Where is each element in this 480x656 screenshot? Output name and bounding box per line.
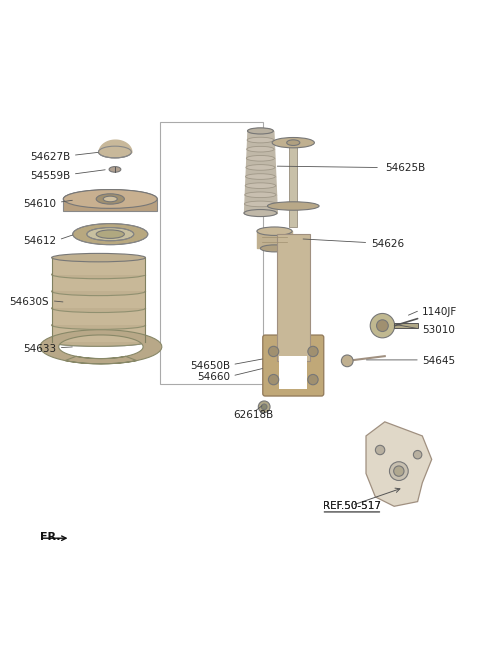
Text: 62618B: 62618B bbox=[233, 410, 274, 420]
Ellipse shape bbox=[244, 210, 277, 216]
Text: 53010: 53010 bbox=[422, 325, 455, 335]
Ellipse shape bbox=[272, 138, 314, 148]
Polygon shape bbox=[52, 274, 145, 291]
Polygon shape bbox=[63, 199, 157, 211]
Ellipse shape bbox=[268, 375, 279, 385]
Text: 54630S: 54630S bbox=[10, 297, 49, 307]
Bar bbox=[279, 356, 307, 389]
Ellipse shape bbox=[98, 146, 132, 158]
Text: 54625B: 54625B bbox=[385, 163, 425, 173]
Ellipse shape bbox=[52, 321, 145, 329]
Text: 54610: 54610 bbox=[24, 199, 56, 209]
Text: 54559B: 54559B bbox=[30, 171, 71, 180]
Ellipse shape bbox=[244, 209, 277, 216]
Ellipse shape bbox=[258, 401, 270, 413]
Ellipse shape bbox=[267, 202, 319, 210]
Ellipse shape bbox=[262, 404, 267, 409]
Ellipse shape bbox=[96, 230, 124, 238]
Ellipse shape bbox=[103, 196, 117, 202]
Ellipse shape bbox=[375, 445, 385, 455]
Text: 54660: 54660 bbox=[197, 372, 230, 382]
Ellipse shape bbox=[52, 338, 145, 346]
Text: FR.: FR. bbox=[40, 532, 60, 542]
Ellipse shape bbox=[246, 155, 275, 161]
Text: 54627B: 54627B bbox=[30, 152, 71, 162]
Text: 1140JF: 1140JF bbox=[422, 306, 457, 317]
Ellipse shape bbox=[248, 128, 273, 134]
Text: 54626: 54626 bbox=[371, 239, 404, 249]
Bar bbox=[289, 138, 298, 227]
Ellipse shape bbox=[394, 466, 404, 476]
Ellipse shape bbox=[257, 227, 292, 236]
Ellipse shape bbox=[246, 165, 275, 171]
Ellipse shape bbox=[63, 190, 157, 209]
Ellipse shape bbox=[389, 462, 408, 480]
Ellipse shape bbox=[246, 174, 276, 179]
Ellipse shape bbox=[52, 287, 145, 296]
Ellipse shape bbox=[245, 192, 276, 197]
Ellipse shape bbox=[244, 201, 276, 207]
Ellipse shape bbox=[308, 346, 318, 357]
Ellipse shape bbox=[376, 319, 388, 331]
Ellipse shape bbox=[247, 137, 274, 143]
Text: 54645: 54645 bbox=[422, 356, 456, 366]
Ellipse shape bbox=[248, 128, 273, 134]
Ellipse shape bbox=[341, 355, 353, 367]
Ellipse shape bbox=[247, 146, 274, 152]
Polygon shape bbox=[366, 422, 432, 506]
Polygon shape bbox=[52, 308, 145, 325]
Ellipse shape bbox=[52, 304, 145, 312]
Ellipse shape bbox=[308, 375, 318, 385]
Text: REF.50-517: REF.50-517 bbox=[323, 501, 381, 511]
Ellipse shape bbox=[261, 245, 288, 252]
Bar bbox=[394, 323, 418, 329]
Ellipse shape bbox=[52, 338, 145, 346]
Text: 54633: 54633 bbox=[23, 344, 56, 354]
Ellipse shape bbox=[413, 451, 422, 459]
Ellipse shape bbox=[245, 183, 276, 188]
FancyBboxPatch shape bbox=[263, 335, 324, 396]
Bar bbox=[159, 121, 263, 384]
Polygon shape bbox=[52, 258, 145, 274]
Ellipse shape bbox=[268, 346, 279, 357]
Ellipse shape bbox=[96, 194, 124, 204]
Ellipse shape bbox=[52, 270, 145, 279]
Ellipse shape bbox=[52, 253, 145, 262]
Polygon shape bbox=[52, 291, 145, 308]
Ellipse shape bbox=[109, 167, 121, 173]
Ellipse shape bbox=[87, 228, 134, 241]
Ellipse shape bbox=[63, 190, 157, 209]
Polygon shape bbox=[40, 330, 162, 364]
Ellipse shape bbox=[73, 224, 148, 245]
Polygon shape bbox=[52, 325, 145, 342]
Text: 54650B: 54650B bbox=[190, 361, 230, 371]
Text: 54612: 54612 bbox=[23, 236, 56, 246]
Ellipse shape bbox=[287, 140, 300, 146]
Text: REF.50-517: REF.50-517 bbox=[323, 501, 381, 511]
Ellipse shape bbox=[370, 314, 395, 338]
Bar bbox=[277, 234, 310, 361]
